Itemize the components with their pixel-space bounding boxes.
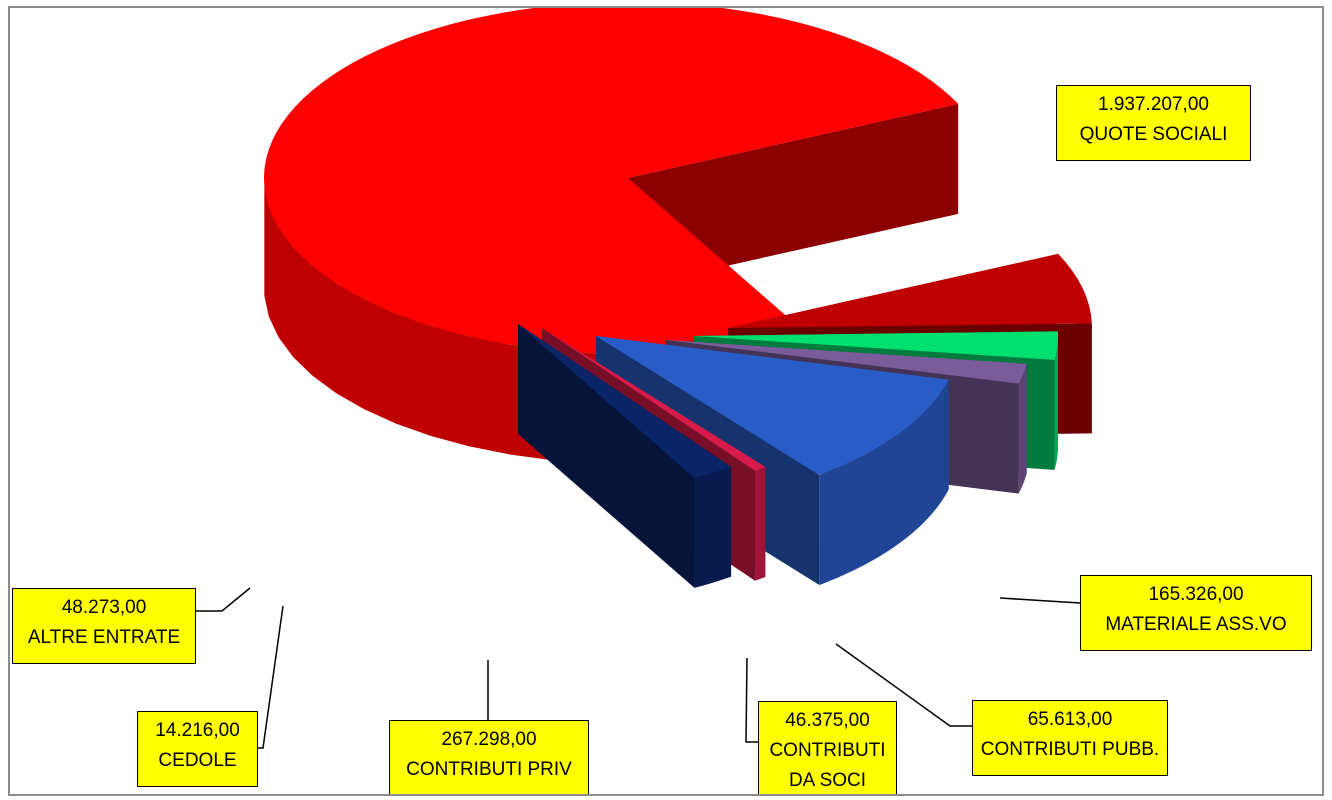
leader-line-materiale: [999, 597, 1081, 604]
value-contributi-pubb: 65.613,00: [1027, 709, 1113, 730]
name-cedole: CEDOLE: [158, 750, 237, 771]
slice-soci-wall: [1018, 363, 1027, 494]
leader-line-cedole: [258, 605, 284, 749]
slice-altre-top: [518, 324, 732, 478]
leader-line-soci: [745, 657, 758, 743]
data-label-contributi-priv: 267.298,00 CONTRIBUTI PRIV: [389, 720, 589, 794]
name-contributi-da-soci-line1: CONTRIBUTI: [769, 740, 886, 761]
data-label-contributi-pubb: 65.613,00 CONTRIBUTI PUBB.: [972, 700, 1168, 776]
slice-cedole-top: [542, 328, 766, 471]
slice-quote-side-1: [628, 103, 959, 288]
name-contributi-da-soci-line2: DA SOCI: [788, 770, 867, 791]
slice-altre-wall: [694, 466, 732, 588]
chart-frame: 1.937.207,00 QUOTE SOCIALI 165.326,00 MA…: [8, 6, 1324, 796]
slice-altre: [518, 324, 732, 588]
slice-materiale-top: [728, 253, 1092, 328]
name-contributi-priv: CONTRIBUTI PRIV: [406, 759, 572, 780]
value-contributi-da-soci: 46.375,00: [785, 710, 870, 731]
slice-priv-top: [596, 336, 949, 475]
value-cedole: 14.216,00: [155, 720, 240, 741]
value-contributi-priv: 267.298,00: [441, 729, 537, 750]
name-materiale-ass-vo: MATERIALE ASS.VO: [1105, 614, 1287, 635]
slice-soci-top: [666, 340, 1027, 384]
slice-pubb-wall: [1054, 332, 1058, 470]
data-label-cedole: 14.216,00 CEDOLE: [137, 711, 258, 787]
name-quote-sociali: QUOTE SOCIALI: [1079, 124, 1228, 145]
data-label-quote-sociali: 1.937.207,00 QUOTE SOCIALI: [1056, 85, 1251, 161]
slice-priv-wall: [819, 379, 949, 585]
value-quote-sociali: 1.937.207,00: [1098, 94, 1209, 115]
name-altre-entrate: ALTRE ENTRATE: [27, 627, 181, 648]
slice-cedole-wall: [755, 466, 766, 581]
slice-altre-side-1: [518, 324, 695, 588]
name-contributi-pubb: CONTRIBUTI PUBB.: [980, 739, 1160, 760]
data-label-materiale-ass-vo: 165.326,00 MATERIALE ASS.VO: [1080, 575, 1312, 651]
data-label-contributi-da-soci: 46.375,00 CONTRIBUTI DA SOCI: [758, 701, 897, 794]
pie-chart-3d: [196, 8, 1092, 749]
slice-pubb-top: [694, 331, 1059, 360]
value-altre-entrate: 48.273,00: [61, 597, 147, 618]
slice-quote-top: [264, 8, 959, 354]
leader-line-altre: [196, 587, 251, 612]
data-label-altre-entrate: 48.273,00 ALTRE ENTRATE: [12, 588, 196, 664]
value-materiale-ass-vo: 165.326,00: [1148, 584, 1244, 605]
leader-line-pubb: [835, 643, 972, 727]
